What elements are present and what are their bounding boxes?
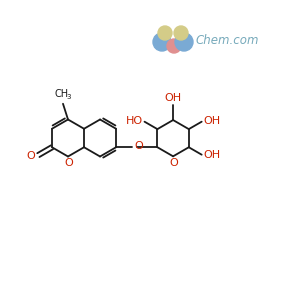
Text: OH: OH — [164, 93, 182, 103]
Text: OH: OH — [204, 150, 221, 160]
Text: O: O — [170, 158, 178, 168]
Text: O: O — [64, 158, 74, 169]
Text: HO: HO — [125, 116, 142, 126]
Text: O: O — [27, 151, 35, 161]
Text: OH: OH — [204, 116, 221, 126]
Text: O: O — [135, 141, 143, 151]
Circle shape — [175, 33, 193, 51]
Circle shape — [153, 33, 171, 51]
Circle shape — [174, 26, 188, 40]
Circle shape — [158, 26, 172, 40]
Text: CH: CH — [55, 89, 69, 99]
Text: 3: 3 — [66, 94, 71, 100]
Circle shape — [167, 39, 181, 53]
Text: Chem.com: Chem.com — [196, 34, 260, 47]
